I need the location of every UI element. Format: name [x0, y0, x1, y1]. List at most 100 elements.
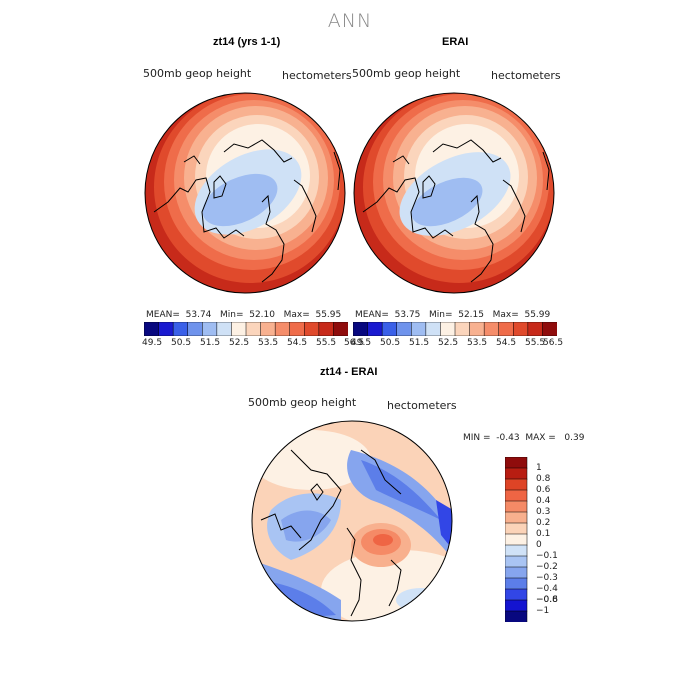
diff-level: −0.1: [536, 551, 558, 561]
max-value: 0.39: [564, 433, 585, 443]
min-label: Min=: [428, 310, 453, 320]
colorbar-swatch: [231, 322, 247, 336]
diff-level: −0.3: [536, 573, 558, 583]
min-value: -0.43: [496, 433, 520, 443]
diff-level: 0.3: [536, 507, 551, 517]
diff-colorbar-swatch: [505, 478, 528, 491]
max-label: Max=: [492, 310, 519, 320]
colorbar-tick: 54.5: [496, 338, 517, 348]
colorbar-swatch: [260, 322, 276, 336]
colorbar-swatch: [245, 322, 262, 336]
colorbar-swatch: [367, 322, 383, 336]
min-label: MIN =: [463, 433, 491, 443]
colorbar-tick: 55.5: [316, 338, 337, 348]
max-value: 55.99: [524, 310, 551, 320]
colorbar-swatch: [396, 322, 412, 336]
colorbar-tick: 53.5: [258, 338, 279, 348]
panel-units-label-obs: hectometers: [491, 69, 561, 82]
panel-variable-label-obs: 500mb geop height: [352, 67, 461, 80]
diff-level: −0.4: [536, 584, 558, 594]
colorbar-swatch: [454, 322, 471, 336]
diff-colorbar-swatch: [505, 489, 528, 502]
colorbar-swatch: [318, 322, 334, 336]
diff-colorbar-swatch: [505, 588, 528, 601]
diff-colorbar-swatch: [505, 467, 528, 480]
map-border-diff: [251, 420, 453, 622]
colorbar-swatch: [158, 322, 174, 336]
colorbar-swatch: [411, 322, 427, 336]
coastlines-obs: [362, 139, 550, 283]
diff-level: 0.6: [536, 485, 551, 495]
colorbar-swatch: [333, 322, 348, 336]
diff-level: −0.2: [536, 562, 558, 572]
colorbar-swatch: [289, 322, 305, 336]
min-value: 52.15: [458, 310, 484, 320]
diff-colorbar-swatch: [505, 599, 528, 612]
max-value: 55.95: [315, 310, 342, 320]
colorbar-swatch: [469, 322, 485, 336]
colorbar-swatch: [440, 322, 456, 336]
colorbar-obs: [353, 322, 557, 336]
colorbar-tick: 50.5: [171, 338, 192, 348]
diff-level: 0: [536, 540, 542, 550]
diff-level: 0.4: [536, 496, 551, 506]
diff-colorbar-ticks: 1 0.8 0.6 0.4 0.3 0.2 0.1 0 −0.1 −0.2 −0…: [536, 457, 576, 622]
diff-colorbar-swatch: [505, 566, 528, 579]
colorbar-swatch: [513, 322, 529, 336]
colorbar-swatch: [216, 322, 232, 336]
colorbar-tick: 51.5: [409, 338, 430, 348]
colorbar-tick: 49.5: [142, 338, 163, 348]
colorbar-tick: 56.5: [344, 338, 365, 348]
panel-variable-label-model: 500mb geop height: [143, 67, 252, 80]
polar-map-diff: [251, 420, 453, 622]
diff-colorbar-swatches: [505, 457, 528, 622]
colorbar-swatch: [425, 322, 441, 336]
stats-model: MEAN= 53.74 Min= 52.10 Max= 55.95: [146, 310, 341, 320]
min-label: Min=: [219, 310, 244, 320]
diff-variable-label: 500mb geop height: [248, 396, 357, 409]
colorbar-swatch: [353, 322, 369, 336]
diff-level: 0.2: [536, 518, 551, 528]
colorbar-tick: 50.5: [380, 338, 401, 348]
colorbar-tick: 52.5: [229, 338, 250, 348]
colorbar-swatch: [187, 322, 203, 336]
max-label: Max=: [283, 310, 310, 320]
diff-colorbar-swatch: [505, 457, 528, 469]
diff-level: −1: [536, 606, 550, 616]
colorbar-tick: 56.5: [543, 338, 564, 348]
mean-value: 53.75: [394, 310, 421, 320]
diff-units-label: hectometers: [387, 399, 457, 412]
figure-title: ANN: [327, 10, 373, 32]
polar-map-obs: [353, 92, 555, 294]
colorbar-tick: 55.5: [525, 338, 546, 348]
diff-panel-title: zt14 - ERAI: [320, 366, 378, 378]
colorbar-ticks-model: 49.5 50.5 51.5 52.5 53.5 54.5 55.5 56.5: [142, 338, 364, 350]
colorbar-tick: 53.5: [467, 338, 488, 348]
diff-level: −0.8: [536, 595, 558, 605]
diff-colorbar-swatch: [505, 555, 528, 568]
map-border-model: [144, 92, 346, 294]
diff-colorbar-swatch: [505, 544, 528, 557]
diff-colorbar: [505, 457, 528, 622]
mean-label: MEAN=: [355, 310, 389, 320]
mean-label: MEAN=: [146, 310, 180, 320]
diff-colorbar-swatch: [505, 533, 528, 546]
colorbar-ticks-obs: 49.5 50.5 51.5 52.5 53.5 54.5 55.5 56.5: [351, 338, 563, 350]
min-value: 52.10: [249, 310, 275, 320]
mean-value: 53.74: [185, 310, 212, 320]
colorbar-swatch: [304, 322, 320, 336]
panel-title-obs: ERAI: [442, 36, 469, 48]
diff-colorbar-swatch: [505, 522, 528, 535]
diff-level: 0.8: [536, 474, 551, 484]
colorbar-swatches-model: [144, 322, 348, 336]
coastlines-model: [153, 139, 341, 283]
colorbar-tick: 52.5: [438, 338, 459, 348]
height-field-obs: [354, 93, 554, 293]
coastlines-diff: [260, 449, 402, 617]
colorbar-model: [144, 322, 348, 336]
colorbar-swatch: [172, 322, 189, 336]
colorbar-tick: 54.5: [287, 338, 308, 348]
stats-obs: MEAN= 53.75 Min= 52.15 Max= 55.99: [355, 310, 550, 320]
colorbar-swatch: [542, 322, 557, 336]
colorbar-swatch: [202, 322, 218, 336]
